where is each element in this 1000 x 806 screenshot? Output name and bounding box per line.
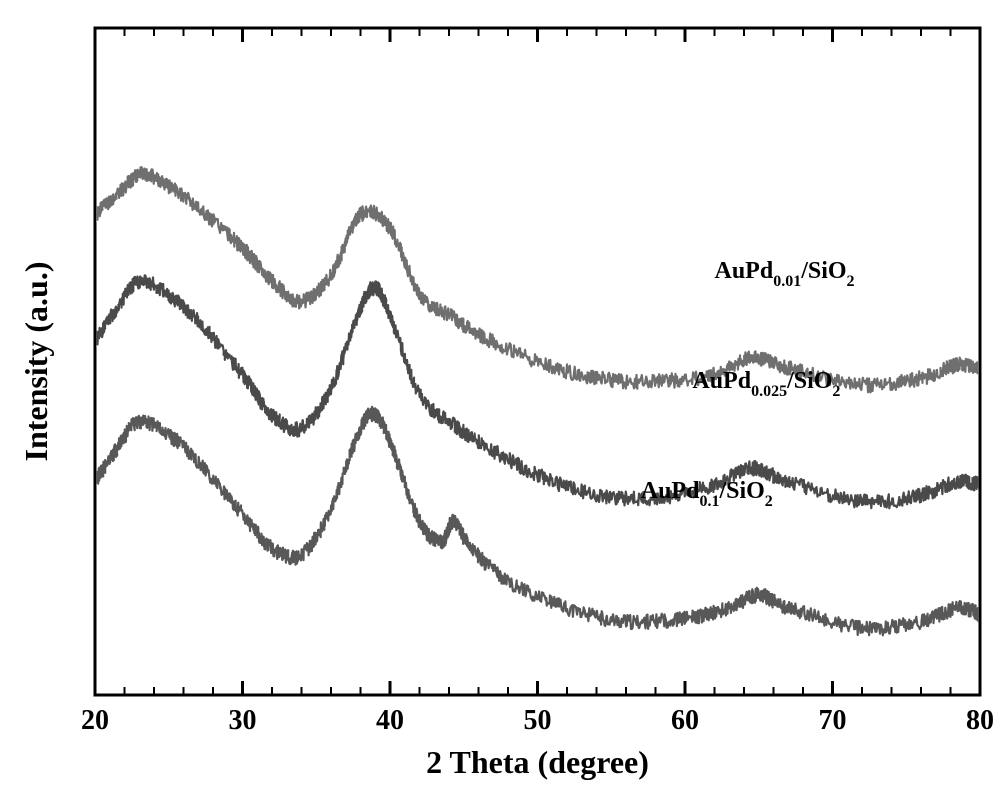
y-axis-title: Intensity (a.u.) — [18, 261, 54, 461]
x-tick-label: 80 — [966, 705, 994, 736]
x-tick-label: 70 — [819, 705, 847, 736]
xrd-chart-svg: 20 30 40 50 60 70 80 2 Theta (degree) Intensity … — [0, 0, 1000, 801]
x-axis-title: 2 Theta (degree) — [426, 744, 649, 780]
series-label: AuPd0.1/SiO2 — [641, 478, 773, 510]
series-AuPd_0.025/SiO2 — [95, 275, 980, 508]
series-group — [95, 167, 981, 635]
series-label: AuPd0.01/SiO2 — [715, 258, 855, 290]
x-tick-label: 60 — [671, 705, 699, 736]
series-label: AuPd0.025/SiO2 — [692, 368, 840, 400]
series-AuPd_0.1/SiO2 — [95, 407, 980, 636]
xrd-figure: 20 30 40 50 60 70 80 2 Theta (degree) Intensity … — [0, 0, 1000, 801]
x-tick-label: 20 — [81, 705, 109, 736]
x-tick-label: 40 — [376, 705, 404, 736]
x-tick-label: 30 — [229, 705, 257, 736]
x-tick-label: 50 — [524, 705, 552, 736]
